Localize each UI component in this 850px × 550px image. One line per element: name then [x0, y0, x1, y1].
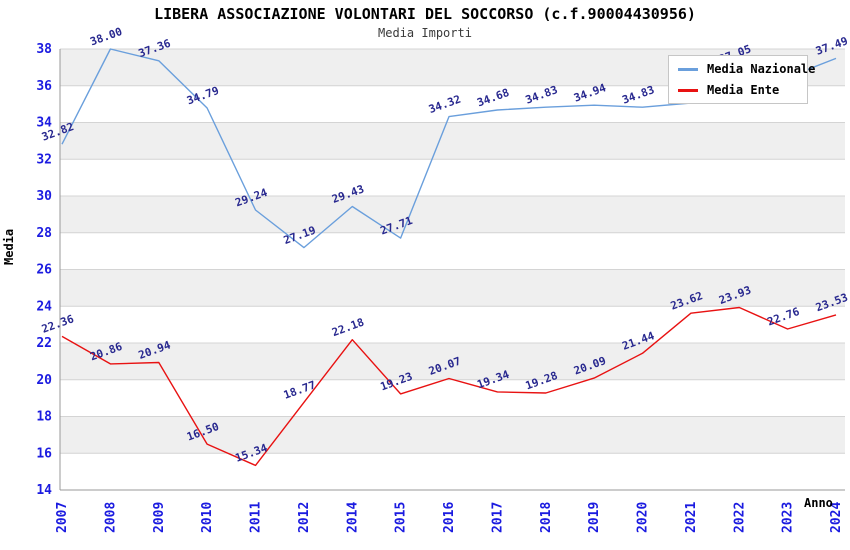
series-line-media-ente [61, 306, 837, 467]
svg-text:2017: 2017 [490, 502, 505, 533]
svg-text:22: 22 [36, 336, 52, 351]
svg-text:2008: 2008 [103, 502, 118, 533]
svg-text:14: 14 [36, 483, 52, 498]
svg-text:2009: 2009 [152, 502, 167, 533]
svg-text:32: 32 [36, 152, 52, 167]
media-nazionale-line-swatch-icon [678, 67, 698, 71]
svg-text:2014: 2014 [345, 502, 360, 533]
svg-text:2024: 2024 [829, 502, 844, 533]
chart-title: LIBERA ASSOCIAZIONE VOLONTARI DEL SOCCOR… [154, 5, 696, 23]
gridlines [60, 48, 845, 491]
svg-text:2015: 2015 [394, 502, 409, 533]
legend-label: Media Ente [707, 83, 780, 97]
media-ente-line-swatch-icon [678, 88, 698, 92]
svg-text:20: 20 [36, 373, 52, 388]
svg-text:18: 18 [36, 410, 52, 425]
x-tick-labels: 2007 2008 2009 2010 2011 2012 2014 2015 2016 2017… [55, 502, 844, 533]
svg-text:16: 16 [36, 446, 52, 461]
svg-text:2011: 2011 [249, 502, 264, 533]
svg-text:2022: 2022 [732, 502, 747, 533]
svg-text:34: 34 [36, 116, 52, 131]
legend-item-media-ente: Media Ente [678, 83, 807, 97]
svg-text:2019: 2019 [587, 502, 602, 533]
x-axis-title: Anno [804, 496, 833, 510]
y-tick-labels: 14 16 18 20 22 24 26 28 30 32 34 36 38 [36, 42, 52, 498]
svg-text:2021: 2021 [684, 502, 699, 533]
svg-text:2007: 2007 [55, 502, 70, 533]
legend-item-media-nazionale: Media Nazionale [678, 62, 815, 76]
svg-text:2012: 2012 [297, 502, 312, 533]
svg-text:2018: 2018 [539, 502, 554, 533]
svg-text:26: 26 [36, 263, 52, 278]
svg-text:2023: 2023 [781, 502, 796, 533]
y-axis-title: Media [2, 228, 16, 265]
legend-label: Media Nazionale [707, 62, 816, 76]
svg-text:2016: 2016 [442, 502, 457, 533]
svg-text:30: 30 [36, 189, 52, 204]
svg-text:2020: 2020 [636, 502, 651, 533]
svg-text:28: 28 [36, 226, 52, 241]
svg-text:24: 24 [36, 299, 52, 314]
legend: Media Nazionale Media Ente [668, 55, 815, 104]
svg-text:36: 36 [36, 79, 52, 94]
chart-subtitle: Media Importi [378, 26, 472, 40]
svg-text:2010: 2010 [200, 502, 215, 533]
svg-text:38.00: 38.00 [88, 25, 124, 49]
svg-text:38: 38 [36, 42, 52, 57]
